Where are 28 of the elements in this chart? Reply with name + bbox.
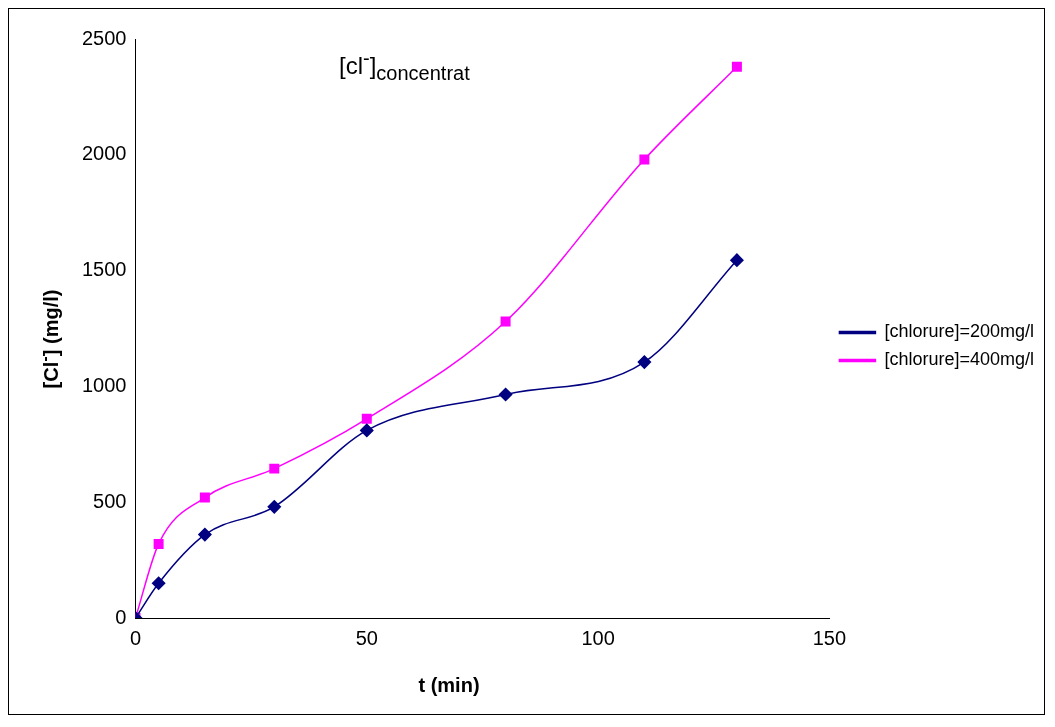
legend-label: [chlorure]=400mg/l xyxy=(884,349,1035,370)
y-tick-label: 1000 xyxy=(81,373,127,396)
point xyxy=(637,355,652,369)
annotation: [cl$^{-}$]$_{concentrat}$ xyxy=(339,47,470,85)
point xyxy=(639,154,650,165)
x-axis-title: t (min) xyxy=(418,674,480,697)
y-tick-label: 2000 xyxy=(81,142,127,165)
point xyxy=(153,538,164,549)
y-tick-label: 0 xyxy=(115,605,127,628)
point xyxy=(730,253,744,267)
y-tick-label: 500 xyxy=(93,489,127,512)
x-tick-label: 100 xyxy=(581,626,615,649)
point xyxy=(361,413,372,424)
point xyxy=(151,576,166,591)
x-tick-label: 50 xyxy=(355,626,378,649)
point xyxy=(198,527,212,542)
x-tick-label: 0 xyxy=(129,626,142,649)
y-tick-label: 1500 xyxy=(81,258,127,281)
point xyxy=(199,492,210,503)
point xyxy=(498,387,513,402)
x-tick-label: 150 xyxy=(812,626,847,649)
point xyxy=(267,500,282,514)
point xyxy=(500,316,511,327)
point xyxy=(360,423,374,438)
point xyxy=(269,463,280,474)
point xyxy=(731,61,742,72)
y-tick-label: 2500 xyxy=(81,26,127,49)
legend-label: [chlorure]=200mg/l xyxy=(884,321,1035,342)
